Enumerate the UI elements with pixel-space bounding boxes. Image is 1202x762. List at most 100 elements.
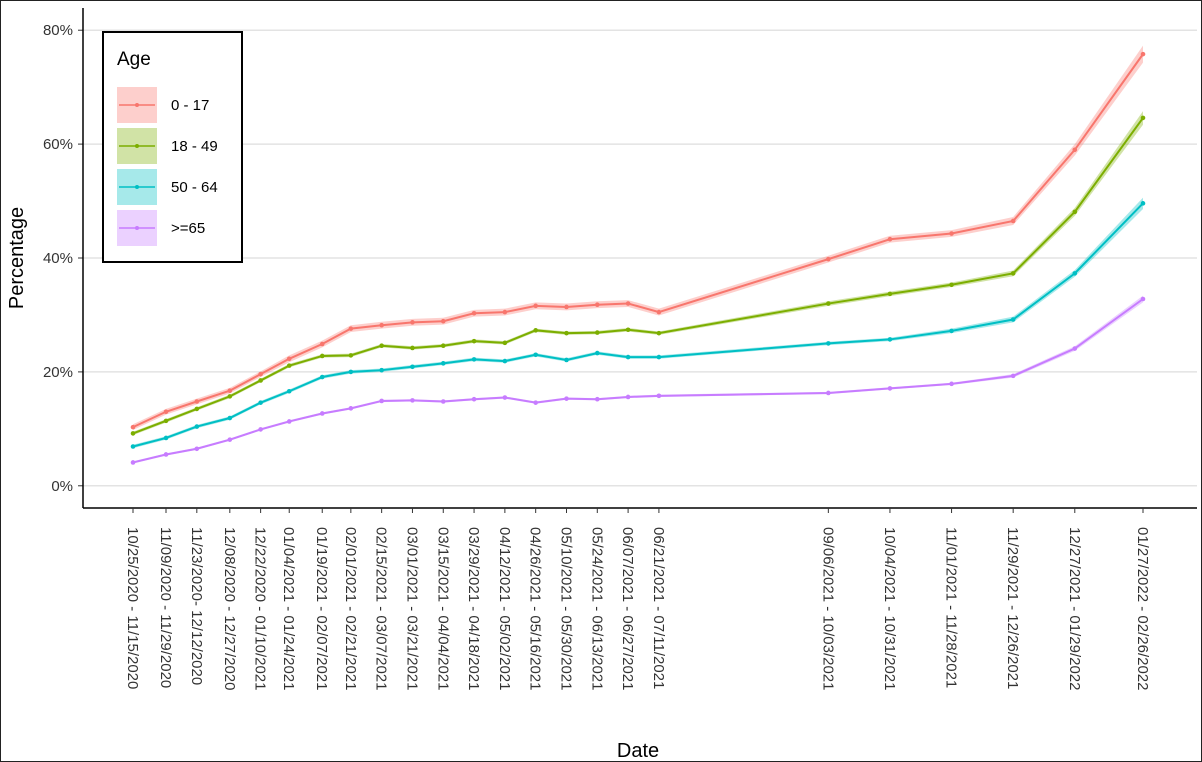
point <box>949 282 954 288</box>
point <box>471 396 477 402</box>
point <box>258 378 263 383</box>
point <box>564 357 569 363</box>
point <box>410 320 415 325</box>
point <box>319 353 325 359</box>
point <box>887 337 893 342</box>
point <box>130 431 136 436</box>
point <box>564 396 569 401</box>
point <box>1072 346 1078 351</box>
x-tick-label: 04/12/2021 - 05/02/2021 <box>496 527 513 690</box>
point <box>826 390 831 396</box>
x-tick-label: 03/29/2021 - 04/18/2021 <box>465 527 482 690</box>
point <box>258 371 263 377</box>
x-tick-label: 05/10/2021 - 05/30/2021 <box>557 527 574 690</box>
point <box>348 406 354 411</box>
confidence-band <box>133 45 1143 430</box>
legend-key-point <box>135 103 139 107</box>
point <box>1072 271 1078 276</box>
point <box>533 328 538 333</box>
point <box>163 452 169 457</box>
point <box>1010 218 1016 224</box>
point <box>625 394 631 400</box>
point <box>949 381 954 387</box>
point <box>594 350 600 356</box>
series-line <box>132 53 1144 429</box>
point <box>163 409 169 415</box>
point <box>194 399 200 404</box>
point <box>258 427 263 432</box>
legend-box <box>102 31 243 263</box>
point <box>163 435 169 441</box>
point <box>286 356 292 362</box>
point <box>227 415 233 421</box>
point <box>1140 201 1146 206</box>
point <box>826 256 831 262</box>
point <box>194 424 200 429</box>
point <box>440 399 446 404</box>
point <box>130 460 136 465</box>
point <box>379 367 384 373</box>
point <box>594 302 600 307</box>
point <box>533 352 538 358</box>
point <box>594 396 600 402</box>
point <box>1072 209 1078 215</box>
point <box>625 327 631 333</box>
x-tick-label: 03/15/2021 - 04/04/2021 <box>434 527 451 690</box>
point <box>471 338 477 344</box>
point <box>949 231 954 236</box>
x-tick-label: 05/24/2021 - 06/13/2021 <box>588 527 605 690</box>
series-line <box>132 202 1144 448</box>
point <box>502 309 508 315</box>
x-tick-label: 09/06/2021 - 10/03/2021 <box>819 527 836 690</box>
x-tick-label: 01/19/2021 - 02/07/2021 <box>313 527 330 690</box>
series-line <box>132 298 1144 464</box>
y-tick-label: 40% <box>43 250 73 267</box>
point <box>625 354 631 360</box>
point <box>163 418 169 424</box>
point <box>656 393 662 399</box>
point <box>533 303 538 309</box>
point <box>887 386 893 391</box>
y-tick-label: 80% <box>43 22 73 39</box>
point <box>319 374 325 380</box>
point <box>826 301 831 306</box>
point <box>379 398 384 404</box>
point <box>1140 51 1146 57</box>
point <box>227 388 233 393</box>
point <box>826 341 831 346</box>
point <box>656 330 662 336</box>
legend-key-point <box>135 144 139 148</box>
legend-label: 18 - 49 <box>171 138 218 155</box>
x-tick-label: 02/01/2021 - 02/21/2021 <box>342 527 359 690</box>
legend-label: 50 - 64 <box>171 179 218 196</box>
point <box>656 354 662 360</box>
x-tick-label: 03/01/2021 - 03/21/2021 <box>403 527 420 690</box>
point <box>564 330 569 336</box>
point <box>471 310 477 316</box>
point <box>258 400 263 405</box>
point <box>502 358 508 364</box>
point <box>887 236 893 242</box>
point <box>410 345 415 351</box>
point <box>194 406 200 412</box>
point <box>533 400 538 405</box>
point <box>379 322 384 328</box>
x-tick-label: 11/09/2020 - 11/29/2020 <box>157 527 174 688</box>
point <box>194 446 200 452</box>
point <box>1010 317 1016 322</box>
point <box>319 411 325 416</box>
x-tick-label: 04/26/2021 - 05/16/2021 <box>527 527 544 690</box>
x-tick-label: 06/21/2021 - 07/11/2021 <box>650 527 667 689</box>
point <box>502 340 508 346</box>
x-tick-label: 11/23/2020- 12/12/2020 <box>188 527 205 685</box>
point <box>656 309 662 315</box>
point <box>1140 115 1146 121</box>
point <box>286 363 292 368</box>
point <box>564 304 569 310</box>
point <box>410 398 415 403</box>
point <box>1010 373 1016 379</box>
x-tick-label: 10/25/2020 - 11/15/2020 <box>124 527 141 689</box>
legend-label: 0 - 17 <box>171 97 209 114</box>
y-tick-label: 0% <box>51 478 73 495</box>
series-line <box>132 117 1144 435</box>
